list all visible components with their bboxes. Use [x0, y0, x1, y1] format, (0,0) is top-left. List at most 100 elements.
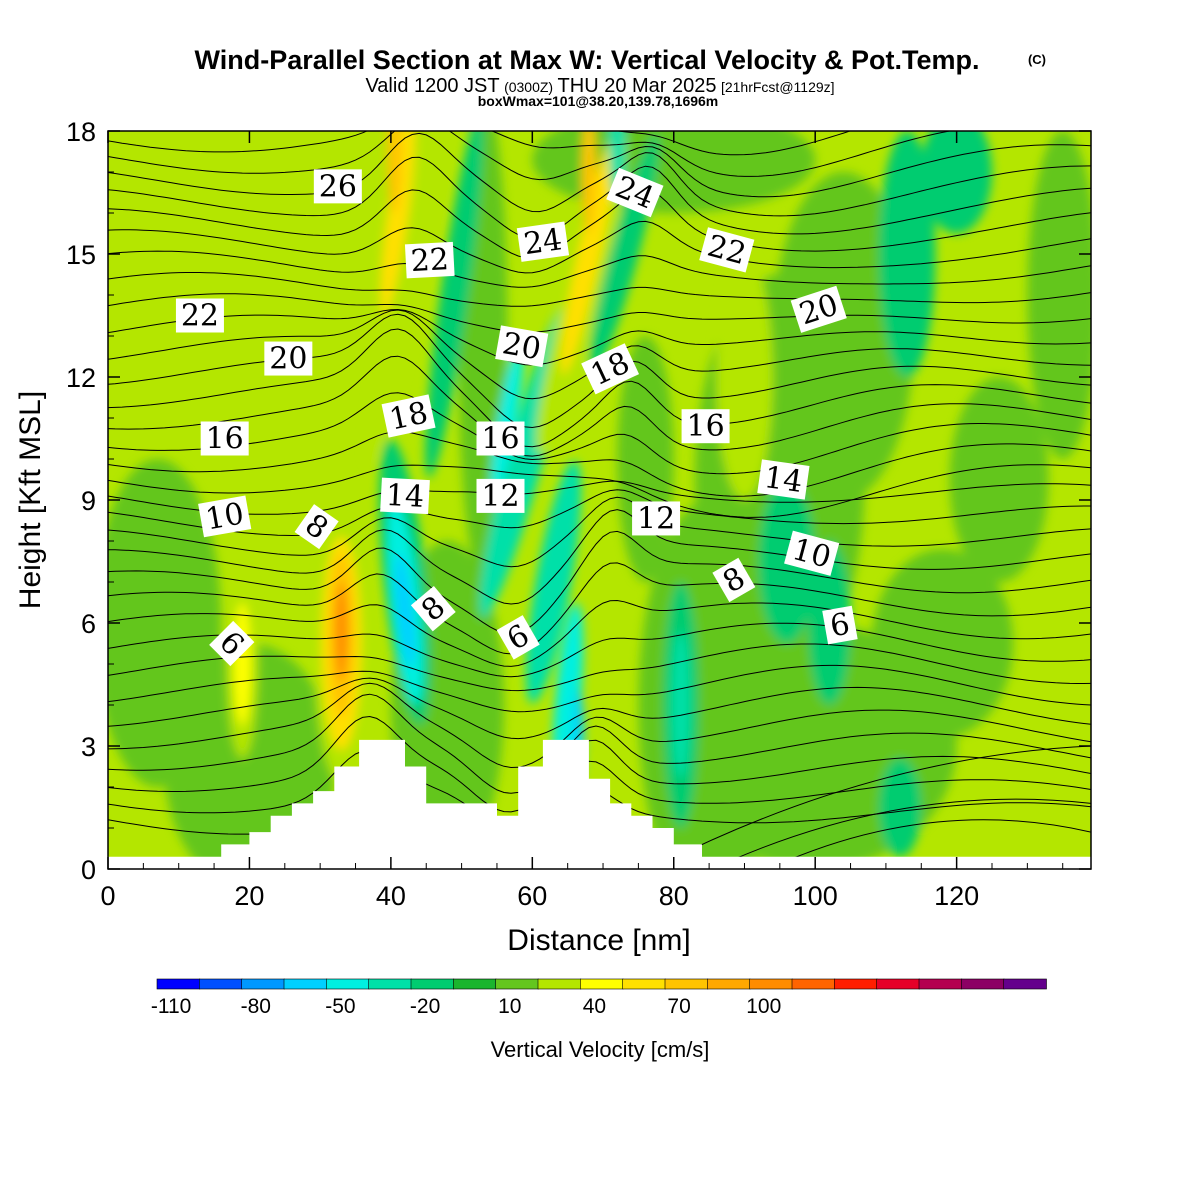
contour-label-text: 16	[206, 422, 244, 457]
contour-label-box	[381, 394, 436, 438]
theta-contour-line	[108, 220, 1091, 274]
velocity-cell	[878, 758, 922, 857]
subtitle-date: THU 20 Mar 2025	[558, 75, 717, 97]
x-axis: 0 20 40 60 80 100 120	[100, 131, 1064, 911]
x-tick-label: 60	[517, 881, 547, 911]
colorbar-tick-label: 100	[746, 995, 781, 1018]
contour-label-box	[264, 341, 313, 376]
theta-contour-line	[108, 562, 1091, 655]
theta-contour-line	[108, 272, 1091, 307]
colorbar-tick-label: -20	[410, 995, 440, 1018]
colorbar-tick-label: 10	[498, 995, 521, 1018]
colorbar-swatch	[410, 978, 455, 990]
theta-contour-line	[108, 599, 1091, 667]
colorbar-swatch	[495, 978, 539, 990]
contour-label: 8	[712, 557, 756, 603]
contour-label-box	[175, 298, 224, 333]
colorbar-swatch	[199, 978, 243, 990]
contour-label: 20	[264, 341, 313, 377]
theta-contour-line	[108, 643, 1091, 692]
contour-label-box	[581, 343, 640, 395]
velocity-cell	[772, 172, 915, 500]
velocity-cell	[949, 377, 1049, 582]
contour-label-box	[712, 557, 756, 603]
theta-contour-line	[659, 745, 1091, 866]
velocity-cell	[525, 460, 582, 704]
velocity-cell	[1027, 131, 1091, 459]
chart-title: Wind-Parallel Section at Max W: Vertical…	[195, 45, 980, 75]
contour-label-box	[699, 227, 755, 273]
theta-contour-line	[108, 693, 1091, 794]
contour-label-box	[606, 167, 664, 218]
colorbar-swatch	[580, 978, 624, 990]
velocity-cell	[366, 131, 444, 464]
colorbar-swatch	[791, 978, 836, 990]
colorbar-swatch	[664, 978, 709, 990]
theta-contour-line	[108, 328, 1091, 448]
theta-contour-line	[108, 131, 953, 177]
contour-label: 6	[822, 605, 858, 645]
theta-contour-line	[786, 819, 1091, 862]
colorbar-ticks: -110 -80 -50 -20 10 40 70 100	[151, 995, 781, 1018]
contour-label-box	[495, 325, 549, 368]
velocity-cell	[425, 131, 484, 478]
contour-label: 18	[381, 394, 436, 438]
y-tick-label: 18	[66, 117, 96, 147]
x-tick-label: 100	[793, 881, 838, 911]
theta-contour-line	[108, 392, 1091, 475]
colorbar-swatch	[918, 978, 963, 990]
contour-label: 10	[198, 495, 252, 538]
velocity-cell	[878, 131, 936, 377]
velocity-cell	[561, 133, 617, 375]
contour-label-box	[790, 285, 847, 333]
colorbar-tick-label: -80	[241, 995, 271, 1018]
colorbar-swatch	[368, 978, 412, 990]
colorbar-swatch	[1003, 978, 1047, 990]
colorbar-label: Vertical Velocity [cm/s]	[491, 1037, 710, 1062]
colorbar-swatch	[707, 978, 751, 990]
theta-contour-line	[108, 715, 1091, 813]
contour-label-text: 14	[385, 478, 425, 515]
theta-contour-line	[108, 509, 1091, 605]
contour-label-box	[209, 620, 255, 667]
theta-contour-line	[108, 293, 1091, 333]
contour-label-text: 22	[181, 299, 219, 334]
contour-label-text: 12	[481, 479, 519, 514]
x-tick-label: 80	[659, 881, 689, 911]
y-tick-label: 12	[66, 363, 96, 393]
contour-label-box	[380, 477, 430, 515]
contour-label-text: 16	[481, 422, 519, 457]
theta-contour-line	[108, 355, 1091, 457]
max-updraft-core	[335, 582, 348, 681]
contour-label-box	[822, 605, 858, 645]
colorbar-swatch	[156, 978, 201, 990]
chart-subtitle: Valid 1200 JST (0300Z) THU 20 Mar 2025 […	[365, 75, 834, 97]
velocity-cell	[380, 131, 416, 315]
contour-label-box	[410, 585, 456, 632]
subtitle-valid: Valid 1200 JST	[365, 75, 499, 97]
contour-label: 16	[200, 421, 249, 457]
colorbar-swatch	[241, 978, 285, 990]
contour-label-box	[516, 221, 570, 262]
theta-contour-line	[108, 464, 1091, 518]
colorbar	[156, 978, 1047, 990]
contour-label-box	[476, 421, 525, 456]
theta-contour-line	[730, 798, 1091, 862]
velocity-cell	[395, 553, 415, 668]
copyright-mark: (C)	[1028, 52, 1046, 67]
colorbar-swatch	[537, 978, 582, 990]
y-axis-label: Height [Kft MSL]	[14, 391, 47, 609]
colorbar-tick-label: -110	[151, 995, 191, 1018]
colorbar-swatch	[876, 978, 920, 990]
contour-label-text: 12	[637, 501, 675, 536]
x-tick-label: 40	[376, 881, 406, 911]
contour-label: 22	[404, 241, 455, 279]
contour-label-box	[757, 459, 810, 500]
velocity-cell	[672, 631, 690, 779]
contour-label-box	[294, 504, 339, 550]
subtitle-utc: (0300Z)	[504, 79, 553, 95]
contour-label-box	[198, 495, 252, 538]
theta-contour-line	[108, 189, 1091, 259]
velocity-cell	[581, 131, 596, 234]
contour-label-box	[681, 409, 730, 444]
